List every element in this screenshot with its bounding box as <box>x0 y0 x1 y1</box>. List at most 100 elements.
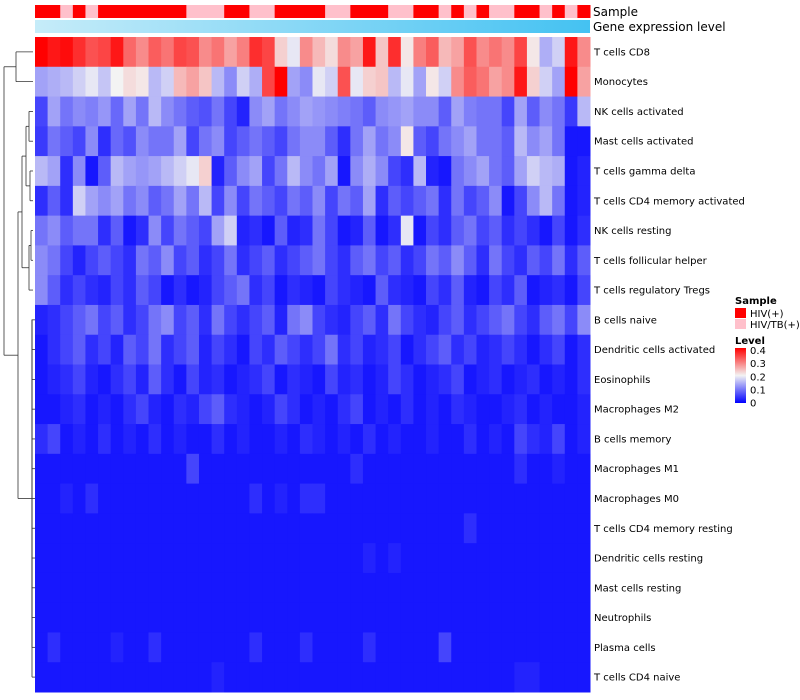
sample-annotation-cell <box>426 5 440 18</box>
heatmap-cell <box>85 126 99 157</box>
heatmap-cell <box>362 126 377 157</box>
heatmap-cell <box>72 185 86 217</box>
heatmap-cell <box>47 37 61 68</box>
sample-annotation-cell <box>413 5 427 18</box>
heatmap-cell <box>413 543 427 574</box>
heatmap-cell <box>236 275 250 306</box>
heatmap-cell <box>312 483 326 514</box>
heatmap-cell <box>375 185 389 217</box>
heatmap-cell <box>362 275 377 306</box>
heatmap-cell <box>123 156 137 187</box>
heatmap-cell <box>388 543 402 574</box>
heatmap-cell <box>35 572 49 604</box>
heatmap-cell <box>161 602 175 633</box>
heatmap-cell <box>350 37 364 68</box>
heatmap-cell <box>60 364 74 395</box>
heatmap-cell <box>337 394 351 425</box>
heatmap-cell <box>463 662 477 693</box>
heatmap-cell <box>236 304 250 336</box>
heatmap-cell <box>312 275 326 306</box>
heatmap-cell <box>489 394 503 425</box>
heatmap-cell <box>35 602 49 633</box>
heatmap-cell <box>375 37 389 68</box>
heatmap-cell <box>451 215 465 246</box>
heatmap-cell <box>501 37 515 68</box>
heatmap-cell <box>388 424 402 455</box>
heatmap-cell <box>476 662 490 693</box>
heatmap-cell <box>400 185 414 217</box>
heatmap-cell <box>325 543 339 574</box>
heatmap-cell <box>274 513 288 544</box>
heatmap-cell <box>539 364 553 395</box>
heatmap-cell <box>577 453 591 485</box>
heatmap-cell <box>526 96 541 127</box>
row-label: NK cells activated <box>594 107 684 118</box>
heatmap-cell <box>224 334 238 365</box>
heatmap-cell <box>211 572 225 604</box>
heatmap-cell <box>375 513 389 544</box>
heatmap-cell <box>350 334 364 365</box>
heatmap-cell <box>236 424 250 455</box>
heatmap-cell <box>249 572 263 604</box>
heatmap-cell <box>35 394 49 425</box>
heatmap-cell <box>198 304 213 336</box>
heatmap-cell <box>362 185 377 217</box>
heatmap-cell <box>98 96 112 127</box>
heatmap-cell <box>413 513 427 544</box>
heatmap-cell <box>489 96 503 127</box>
heatmap-cell <box>413 483 427 514</box>
heatmap-cell <box>135 513 150 544</box>
heatmap-cell <box>438 37 452 68</box>
heatmap-cell <box>173 126 187 157</box>
heatmap-cell <box>262 126 276 157</box>
heatmap-cell <box>47 543 61 574</box>
heatmap-cell <box>438 483 452 514</box>
heatmap-cell <box>262 572 276 604</box>
heatmap-cell <box>539 304 553 336</box>
heatmap-cell <box>287 394 301 425</box>
heatmap-cell <box>375 483 389 514</box>
heatmap-cell <box>350 513 364 544</box>
heatmap-cell <box>564 543 578 574</box>
legend-level-tick: 0.3 <box>750 359 766 370</box>
sample-annotation-cell <box>388 5 402 18</box>
heatmap-cell <box>501 394 515 425</box>
heatmap-cell <box>400 394 414 425</box>
heatmap-cell <box>287 513 301 544</box>
heatmap-cell <box>400 632 414 663</box>
heatmap-cell <box>211 543 225 574</box>
heatmap-cell <box>388 96 402 127</box>
heatmap-cell <box>186 483 200 514</box>
heatmap-cell <box>325 126 339 157</box>
heatmap-cell <box>173 215 187 246</box>
sample-annotation-cell <box>375 5 389 18</box>
heatmap-cell <box>400 513 414 544</box>
sample-annotation-cell <box>312 5 326 18</box>
heatmap-cell <box>312 394 326 425</box>
heatmap-cell <box>198 632 213 663</box>
heatmap-cell <box>211 185 225 217</box>
sample-annotation-cell <box>577 5 591 18</box>
heatmap-cell <box>501 453 515 485</box>
heatmap-cell <box>577 602 591 633</box>
heatmap-cell <box>135 572 150 604</box>
heatmap-cell <box>438 364 452 395</box>
heatmap-cell <box>249 543 263 574</box>
heatmap-cell <box>426 215 440 246</box>
heatmap-cell <box>161 364 175 395</box>
heatmap-cell <box>249 662 263 693</box>
heatmap-cell <box>564 602 578 633</box>
heatmap-cell <box>98 185 112 217</box>
heatmap-cell <box>426 394 440 425</box>
heatmap-cell <box>463 394 477 425</box>
heatmap-cell <box>98 156 112 187</box>
heatmap-cell <box>400 37 414 68</box>
row-label: B cells naive <box>594 315 657 326</box>
heatmap-cell <box>539 453 553 485</box>
heatmap-cell <box>72 602 86 633</box>
heatmap-cell <box>526 66 541 98</box>
heatmap-cell <box>98 513 112 544</box>
heatmap-cell <box>577 662 591 693</box>
row-label: Dendritic cells resting <box>594 554 703 565</box>
heatmap-cell <box>236 37 250 68</box>
